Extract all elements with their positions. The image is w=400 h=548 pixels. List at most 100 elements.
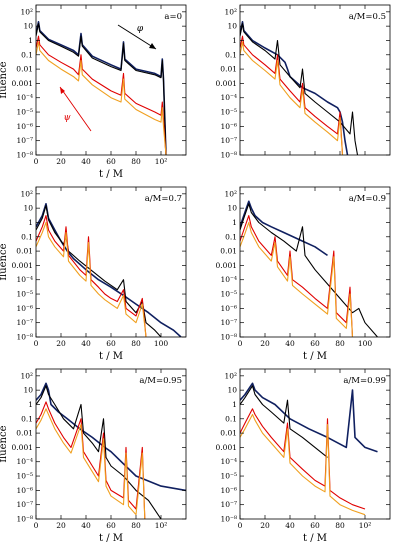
x-tick-label: 100 [358, 339, 373, 348]
y-tick-label: 10⁻⁵ [16, 472, 33, 481]
y-tick-label: 10² [20, 189, 33, 198]
series-group [36, 382, 186, 519]
phi-arrow-head [149, 43, 156, 49]
psi-arrow-line [59, 86, 92, 132]
y-tick-label: 10 [23, 22, 33, 31]
y-tick-label: 1 [28, 218, 33, 227]
y-tick-label: 10² [224, 7, 237, 16]
y-tick-label: 10⁻⁶ [16, 486, 33, 495]
y-tick-label: 0.1 [21, 232, 33, 241]
series-line-4 [36, 221, 147, 337]
panel-4: 10⁻⁸ 10⁻⁷ 10⁻⁶ 10⁻⁵ 10⁻⁴ 0.001 0.01 0.1 1 10 10² 0 2… [216, 186, 391, 362]
x-tick-label: 0 [34, 521, 39, 530]
x-tick-label: 20 [260, 339, 270, 348]
y-tick-label: 1 [232, 400, 237, 409]
psi-arrow-head [60, 87, 65, 94]
series-line-2 [36, 205, 162, 337]
y-tick-label: 10⁻⁸ [220, 515, 237, 524]
y-tick-label: 10⁻⁵ [220, 290, 237, 299]
series-line-3 [240, 215, 354, 337]
plot-frame [35, 186, 187, 338]
phi-arrow-line [117, 24, 157, 50]
y-tick-label: 10⁻⁸ [16, 151, 33, 160]
y-tick-label: 0.01 [16, 247, 33, 256]
y-tick-label: 10⁻⁶ [220, 122, 237, 131]
plot-frame [239, 186, 391, 338]
series-line-2 [36, 23, 167, 155]
panel-label: a=0 [164, 12, 182, 22]
y-tick-label: 0.1 [21, 50, 33, 59]
y-tick-label: 10⁻⁵ [16, 108, 33, 117]
series-line-1 [240, 200, 328, 257]
series-line-3 [36, 35, 167, 155]
panel-label: a/M=0.5 [349, 12, 386, 22]
y-tick-label: 10⁻⁶ [16, 304, 33, 313]
x-tick-label: 80 [335, 339, 345, 348]
x-tick-label: 0 [34, 339, 39, 348]
y-tick-label: 10⁻⁵ [220, 108, 237, 117]
series-group [36, 21, 167, 155]
y-tick-label: 10 [227, 386, 237, 395]
x-tick-label: 80 [131, 521, 141, 530]
y-tick-label: 10⁻⁷ [16, 500, 33, 509]
y-tick-label: 0.001 [216, 79, 237, 88]
series-line-1 [240, 382, 378, 453]
y-tick-label: 10⁻⁴ [220, 457, 237, 466]
x-tick-label: 60 [310, 339, 320, 348]
series-group [240, 382, 378, 516]
x-tick-label: 60 [106, 157, 116, 166]
x-axis-label: t / M [99, 351, 123, 362]
y-tick-label: 10⁻⁴ [16, 275, 33, 284]
x-tick-label: 40 [81, 339, 91, 348]
x-tick-label: 0 [34, 157, 39, 166]
x-tick-label: 20 [56, 339, 66, 348]
y-tick-label: 1 [28, 400, 33, 409]
series-line-4 [36, 41, 167, 155]
y-tick-label: 0.01 [220, 247, 237, 256]
y-tick-label: 10⁻⁶ [220, 486, 237, 495]
x-axis-label: t / M [303, 351, 327, 362]
y-tick-label: 10⁻⁴ [16, 93, 33, 102]
y-tick-label: 10² [20, 371, 33, 380]
series-line-1 [36, 21, 167, 155]
series-line-4 [36, 408, 146, 519]
y-tick-label: 1 [232, 36, 237, 45]
series-group [240, 200, 378, 337]
y-tick-label: 0.01 [16, 65, 33, 74]
series-line-2 [240, 23, 359, 155]
psi-annotation: ψ [63, 113, 71, 123]
y-tick-label: 10² [224, 371, 237, 380]
panel-label: a/M=0.9 [349, 194, 386, 204]
y-tick-label: 1 [232, 218, 237, 227]
series-group [240, 21, 359, 155]
x-tick-label: 20 [260, 521, 270, 530]
series-line-2 [36, 385, 162, 519]
y-tick-label: 10⁻⁵ [16, 290, 33, 299]
series-group [36, 203, 182, 337]
series-line-2 [240, 203, 378, 337]
y-tick-label: 10⁻⁷ [16, 318, 33, 327]
x-axis-label: t / M [99, 169, 123, 180]
plot-frame [239, 368, 391, 520]
panel-label: a/M=0.99 [343, 376, 386, 386]
x-tick-label: 40 [285, 339, 295, 348]
x-tick-label: 0 [238, 339, 243, 348]
x-tick-label: 80 [131, 339, 141, 348]
series-line-4 [240, 41, 344, 155]
panel-5: 10⁻⁸ 10⁻⁷ 10⁻⁶ 10⁻⁵ 10⁻⁴ 0.001 0.01 0.1 1 10 10² 0 2… [0, 368, 187, 544]
y-tick-label: 10⁻⁴ [220, 275, 237, 284]
y-axis-label: fluence [0, 61, 9, 98]
series-line-3 [240, 35, 344, 155]
x-axis-label: t / M [99, 533, 123, 544]
panel-6: 10⁻⁸ 10⁻⁷ 10⁻⁶ 10⁻⁵ 10⁻⁴ 0.001 0.01 0.1 1 10 10² 0 2… [216, 368, 391, 544]
panel-label: a/M=0.95 [139, 376, 182, 386]
x-tick-label: 60 [310, 521, 320, 530]
y-tick-label: 1 [28, 36, 33, 45]
x-tick-label: 100 [154, 339, 169, 348]
y-tick-label: 10⁻⁷ [220, 318, 237, 327]
y-tick-label: 10 [23, 204, 33, 213]
series-line-1 [36, 203, 182, 337]
phi-annotation: φ [137, 24, 144, 34]
y-tick-label: 0.001 [216, 261, 237, 270]
x-axis-label: t / M [303, 533, 327, 544]
